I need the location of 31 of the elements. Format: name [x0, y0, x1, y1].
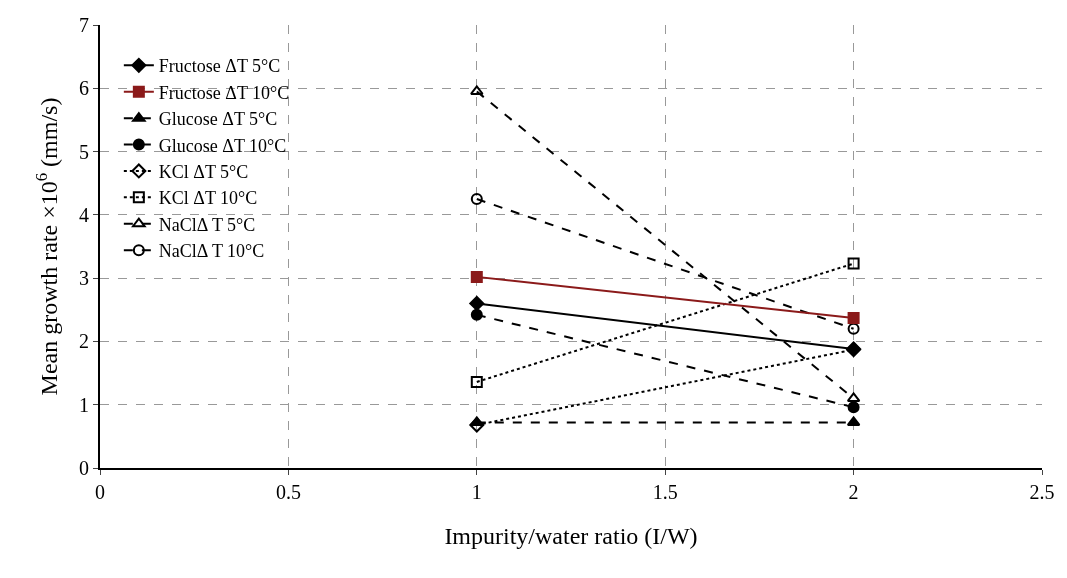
legend-label: KCl ΔT 5°C: [158, 161, 249, 182]
legend-label: KCl ΔT 10°C: [158, 188, 258, 209]
y-tick-label: 1: [79, 393, 89, 416]
x-tick-label: 1: [471, 481, 482, 503]
legend-label: NaClΔ T 5°C: [158, 214, 256, 235]
legend-label: Glucose ΔT 10°C: [158, 135, 287, 156]
legend-label: Fructose ΔT 10°C: [158, 82, 290, 103]
x-tick-label: 2.5: [1029, 481, 1055, 503]
y-tick-label: 4: [79, 203, 89, 226]
point: [847, 312, 860, 325]
y-tick-label: 3: [79, 267, 89, 290]
point: [847, 257, 860, 270]
y-tick-label: 2: [79, 330, 89, 353]
y-tick-label: 6: [79, 77, 89, 100]
legend-label: Fructose ΔT 5°C: [158, 56, 281, 77]
point: [470, 193, 483, 206]
x-tick-label: 1.5: [652, 481, 678, 503]
legend-label: NaClΔ T 10°C: [158, 241, 265, 262]
point: [469, 295, 485, 311]
y-tick-label: 0: [79, 457, 89, 479]
x-tick-label: 2: [848, 481, 859, 503]
point: [847, 401, 860, 414]
point: [470, 308, 483, 321]
legend-label: Glucose ΔT 5°C: [158, 109, 278, 130]
x-tick-label: 0: [95, 481, 105, 503]
x-axis-title: Impurity/water ratio (I/W): [444, 522, 698, 549]
y-tick-label: 7: [79, 14, 89, 36]
point: [470, 375, 483, 388]
point: [470, 270, 483, 283]
x-tick-label: 0.5: [275, 481, 301, 503]
y-tick-label: 5: [79, 140, 89, 163]
